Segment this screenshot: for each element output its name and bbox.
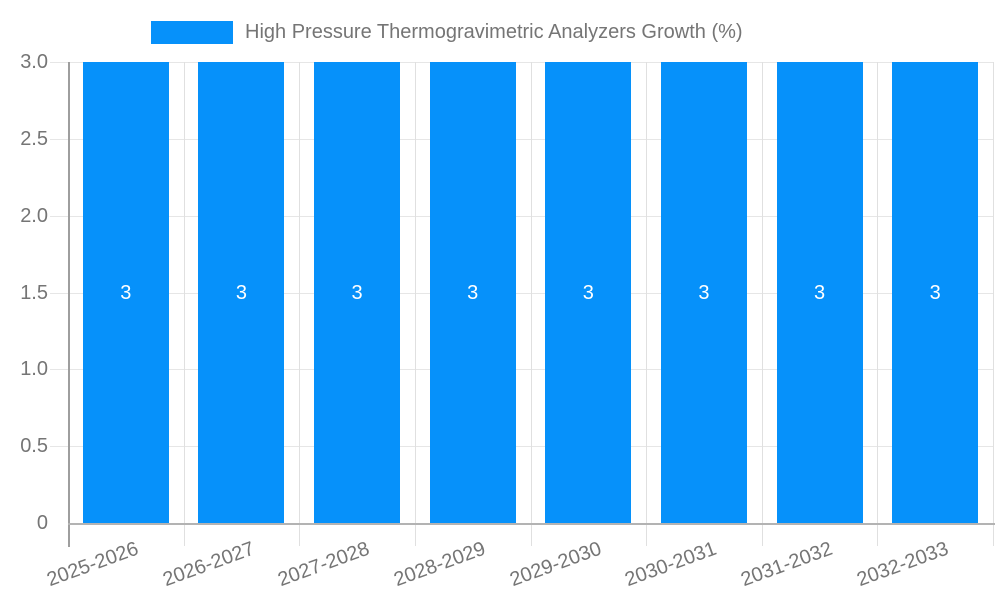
bar-value-label: 3 xyxy=(235,281,247,304)
y-tick-label: 0.5 xyxy=(20,435,48,458)
x-tick-label: 2029-2030 xyxy=(506,537,605,592)
y-tick-label: 2.0 xyxy=(20,204,48,227)
bar-value-label: 3 xyxy=(814,281,826,304)
x-tick-label: 2031-2032 xyxy=(737,537,836,592)
bar-value-label: 3 xyxy=(929,281,941,304)
y-gridline xyxy=(50,446,993,448)
y-tick-label: 0 xyxy=(36,512,48,534)
bar-value-label: 3 xyxy=(582,281,594,304)
bar xyxy=(892,62,979,523)
x-tick-label: 2030-2031 xyxy=(622,537,720,592)
y-gridline xyxy=(50,215,993,217)
y-tick-label: 3.0 xyxy=(20,51,48,73)
y-tick-label: 1.0 xyxy=(20,358,48,381)
legend-label: High Pressure Thermogravimetric Analyzer… xyxy=(245,21,743,43)
bar xyxy=(545,62,632,523)
category-separator xyxy=(299,62,301,546)
category-separator xyxy=(993,62,994,546)
category-separator xyxy=(414,62,416,546)
legend-swatch xyxy=(151,21,233,44)
y-gridline xyxy=(50,292,993,294)
bar xyxy=(82,62,169,523)
bar-value-label: 3 xyxy=(120,281,132,304)
y-gridline xyxy=(50,62,993,63)
bar xyxy=(429,62,516,523)
x-tick-label: 2026-2027 xyxy=(159,537,258,592)
y-tick-label: 1.5 xyxy=(20,281,48,304)
x-tick-label: 2032-2033 xyxy=(853,537,951,592)
y-axis-line xyxy=(68,62,70,547)
x-tick-label: 2027-2028 xyxy=(275,537,373,592)
x-tick-label: 2028-2029 xyxy=(391,537,489,592)
bar xyxy=(660,62,747,523)
y-gridline xyxy=(50,369,993,371)
bar xyxy=(198,62,285,523)
category-separator xyxy=(761,62,763,546)
bar-value-label: 3 xyxy=(467,281,479,304)
x-tick-label: 2025-2026 xyxy=(44,537,142,592)
category-separator xyxy=(646,62,648,546)
y-tick-label: 2.5 xyxy=(20,127,48,150)
category-separator xyxy=(183,62,185,546)
category-separator xyxy=(877,62,879,546)
bar xyxy=(314,62,401,523)
bar-value-label: 3 xyxy=(698,281,710,304)
bar-value-label: 3 xyxy=(351,281,363,304)
y-gridline xyxy=(50,138,993,140)
x-axis-line xyxy=(68,523,995,525)
bar xyxy=(776,62,863,523)
category-separator xyxy=(530,62,532,546)
